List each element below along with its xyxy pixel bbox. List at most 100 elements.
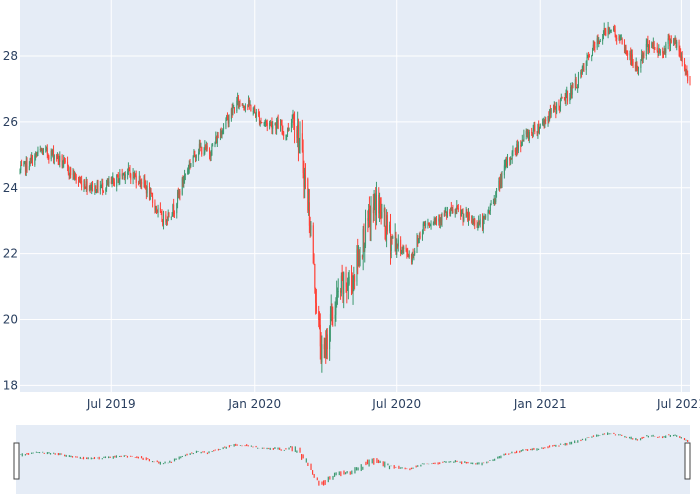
candlestick bbox=[596, 35, 598, 50]
candle-body bbox=[662, 53, 664, 55]
candle-body bbox=[214, 142, 216, 146]
candlestick bbox=[227, 114, 229, 128]
candle-body bbox=[312, 225, 314, 264]
candlestick bbox=[528, 129, 530, 142]
candle-body bbox=[510, 158, 512, 160]
candle-body bbox=[243, 105, 245, 108]
candlestick bbox=[134, 170, 136, 180]
candle-body bbox=[290, 122, 292, 129]
candle-body bbox=[386, 215, 388, 232]
candle-body bbox=[413, 254, 415, 256]
candle-body bbox=[254, 108, 256, 113]
candle-body bbox=[460, 209, 462, 217]
candlestick bbox=[498, 177, 500, 191]
candle-body bbox=[689, 80, 691, 83]
candlestick bbox=[210, 150, 212, 162]
candlestick bbox=[472, 218, 474, 225]
candlestick bbox=[425, 220, 427, 229]
candlestick bbox=[347, 277, 349, 292]
candlestick bbox=[506, 153, 508, 169]
candlestick bbox=[255, 112, 257, 119]
candle-body bbox=[163, 214, 165, 226]
candlestick bbox=[369, 205, 371, 241]
candle-body bbox=[220, 131, 222, 136]
candle-body bbox=[553, 105, 555, 109]
candlestick bbox=[565, 89, 567, 107]
candle-body bbox=[418, 236, 420, 239]
candle-body bbox=[177, 192, 179, 195]
candle-body bbox=[418, 238, 420, 243]
candlestick bbox=[95, 185, 97, 194]
candlestick bbox=[588, 51, 590, 61]
candle-body bbox=[643, 53, 645, 57]
candlestick bbox=[46, 144, 48, 159]
candle-body bbox=[547, 116, 549, 122]
candlestick bbox=[89, 182, 91, 194]
candlestick bbox=[194, 150, 196, 158]
candlestick bbox=[25, 156, 27, 177]
candlestick bbox=[225, 117, 227, 130]
candlestick bbox=[329, 325, 331, 361]
candle-body bbox=[343, 272, 345, 294]
candlestick bbox=[133, 172, 135, 179]
candle-body bbox=[485, 215, 487, 218]
candle-body bbox=[183, 179, 185, 184]
y-tick-label: 26 bbox=[3, 115, 18, 129]
candle-body bbox=[613, 28, 615, 30]
candlestick bbox=[485, 213, 487, 220]
range-slider[interactable] bbox=[13, 425, 691, 494]
candle-body bbox=[138, 176, 140, 184]
candle-body bbox=[321, 344, 323, 363]
candlestick bbox=[123, 172, 125, 176]
candlestick bbox=[217, 132, 219, 139]
candlestick bbox=[651, 41, 653, 49]
candle-body bbox=[105, 188, 107, 192]
candle-body bbox=[210, 155, 212, 157]
candlestick bbox=[269, 120, 271, 130]
range-slider-left-handle[interactable] bbox=[13, 442, 20, 480]
candle-body bbox=[514, 149, 516, 152]
candle-body bbox=[350, 276, 352, 282]
candlestick bbox=[545, 117, 547, 125]
candlestick bbox=[254, 104, 256, 114]
candle-body bbox=[462, 212, 464, 221]
candlestick bbox=[78, 175, 80, 183]
candle-body bbox=[62, 164, 64, 166]
candlestick bbox=[400, 249, 402, 255]
candle-body bbox=[432, 222, 434, 225]
candle-body bbox=[636, 62, 638, 69]
candlestick bbox=[490, 200, 492, 206]
candlestick bbox=[368, 204, 370, 228]
candlestick bbox=[520, 140, 522, 153]
candlestick bbox=[553, 101, 555, 113]
grid-lines bbox=[20, 0, 690, 392]
candle-body bbox=[282, 130, 284, 132]
candle-body bbox=[483, 216, 485, 220]
candlestick bbox=[127, 162, 129, 176]
candle-body bbox=[145, 184, 147, 187]
candlestick bbox=[684, 64, 686, 76]
candlestick bbox=[194, 154, 196, 163]
candle-body bbox=[372, 207, 374, 214]
candlestick bbox=[471, 215, 473, 224]
main-plot-area[interactable] bbox=[19, 0, 691, 392]
candlestick bbox=[577, 71, 579, 89]
x-tick-label: Jul 2019 bbox=[86, 397, 136, 411]
candle-body bbox=[581, 72, 583, 74]
candle-body bbox=[275, 124, 277, 130]
candle-body bbox=[101, 182, 103, 186]
candlestick bbox=[83, 179, 85, 192]
candlestick bbox=[450, 201, 452, 212]
candlestick bbox=[177, 189, 179, 209]
candlestick bbox=[226, 112, 228, 121]
candlestick bbox=[61, 154, 63, 169]
candlestick bbox=[248, 97, 250, 110]
candlestick bbox=[602, 34, 604, 45]
candle-body bbox=[301, 133, 303, 151]
candlestick bbox=[72, 168, 74, 181]
candle-body bbox=[648, 45, 650, 51]
candle-body bbox=[396, 243, 398, 255]
range-slider-right-handle[interactable] bbox=[684, 442, 691, 480]
candle-body bbox=[203, 152, 205, 155]
candlestick bbox=[394, 223, 396, 252]
